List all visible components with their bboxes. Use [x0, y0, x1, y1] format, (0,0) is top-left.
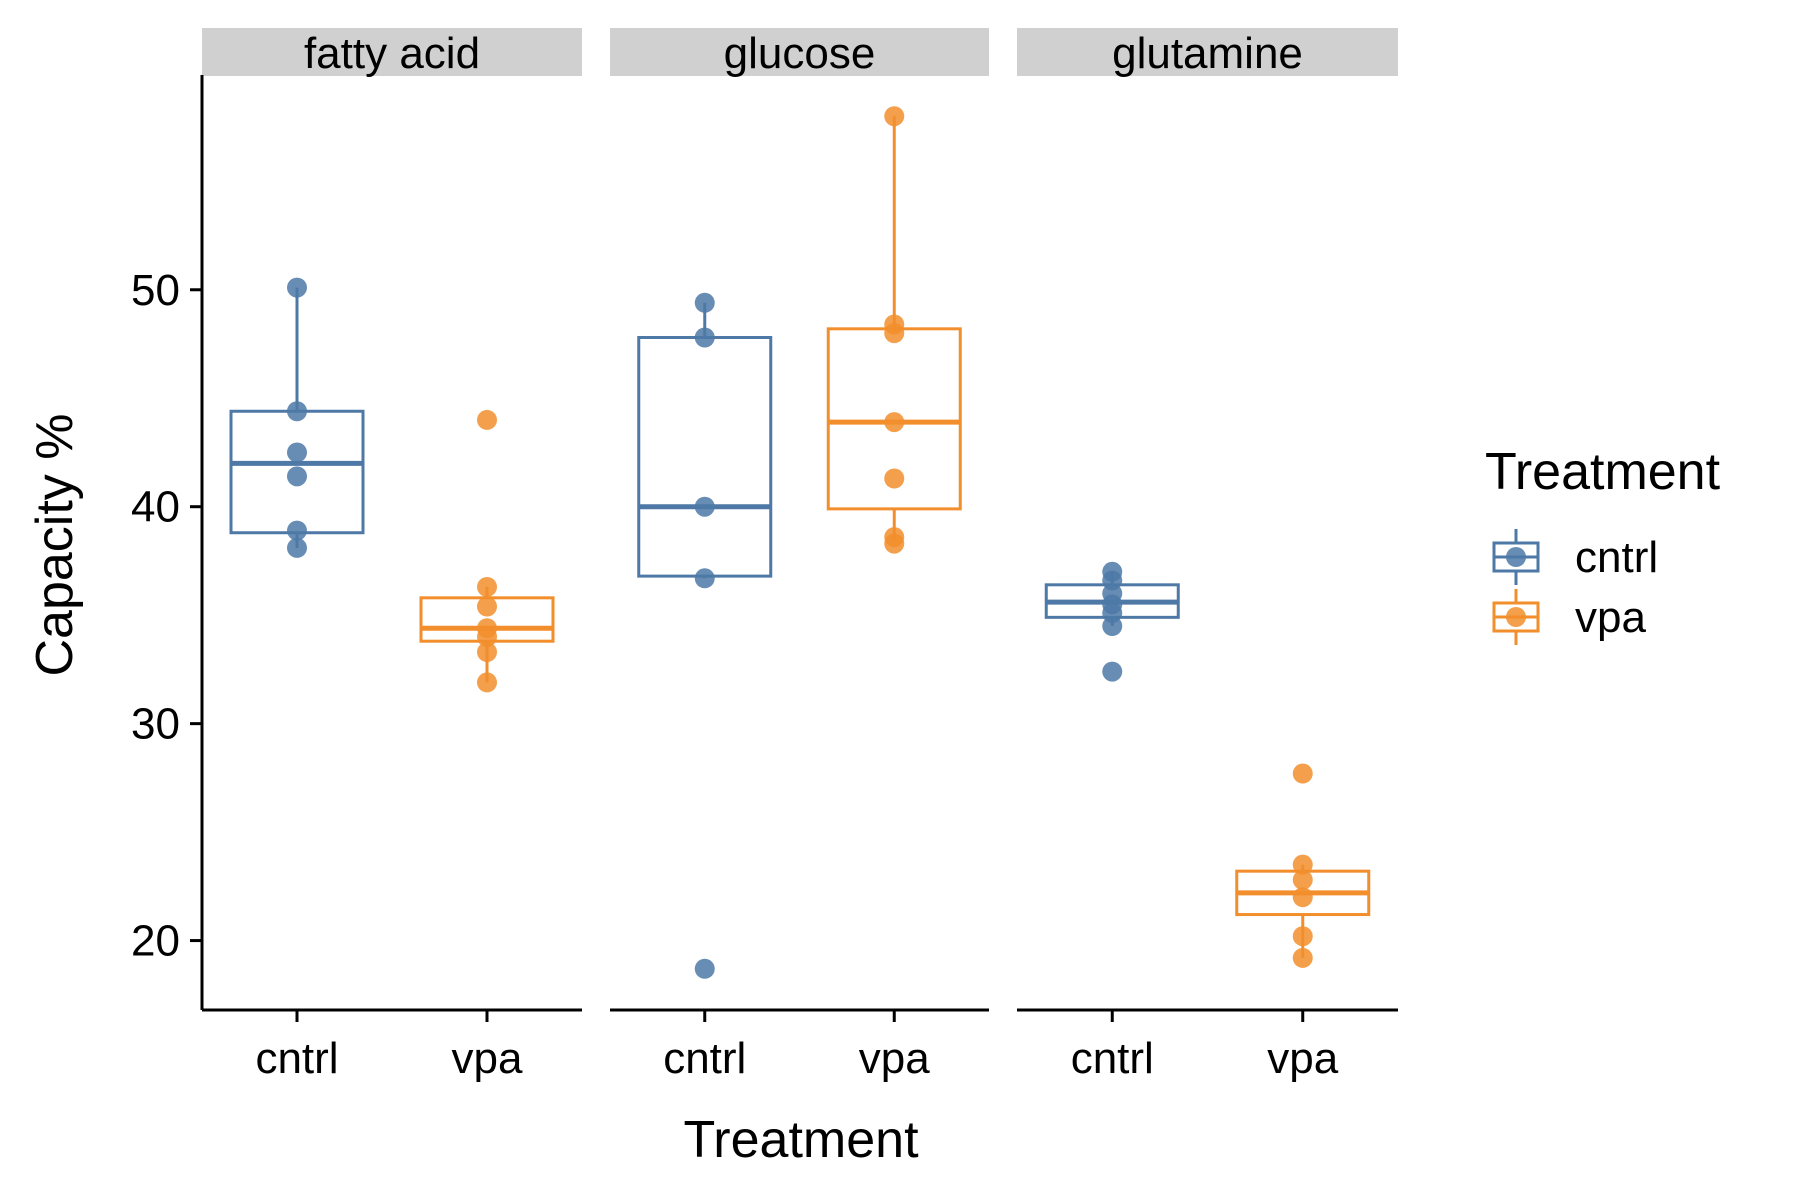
data-point — [287, 537, 307, 558]
facet-strip-label: fatty acid — [304, 29, 480, 78]
y-axis-title: Capacity % — [26, 414, 84, 677]
y-tick-label: 50 — [131, 266, 180, 315]
data-point — [1102, 661, 1123, 682]
data-point — [694, 958, 715, 979]
y-tick-label: 40 — [131, 483, 180, 532]
x-tick-label: cntrl — [1071, 1034, 1154, 1083]
data-point — [694, 327, 715, 348]
data-point — [287, 442, 307, 463]
x-tick-label: vpa — [1267, 1034, 1338, 1083]
x-tick-label: vpa — [452, 1034, 523, 1083]
data-point — [694, 568, 715, 589]
data-point — [1292, 763, 1313, 784]
y-axis: 20 30 40 50 — [131, 75, 204, 1010]
x-tick-label: vpa — [859, 1034, 930, 1083]
facet-strip — [1017, 28, 1398, 76]
box-vpa — [826, 106, 962, 554]
y-tick-label: 30 — [131, 700, 180, 749]
data-point — [884, 323, 905, 344]
legend-label: cntrl — [1575, 533, 1658, 582]
facet-strip-label: glutamine — [1112, 29, 1303, 78]
box-vpa — [1235, 763, 1371, 968]
facet-strip — [610, 28, 989, 76]
data-point — [694, 292, 715, 313]
data-point — [1292, 947, 1313, 968]
legend-label: vpa — [1575, 593, 1646, 642]
legend-key-cntrl — [1492, 529, 1540, 585]
facet-panel-fatty-acid: fatty acid cntrl vpa — [202, 28, 582, 1083]
data-point — [287, 401, 307, 422]
x-tick-label: cntrl — [255, 1034, 338, 1083]
legend: Treatment cntrl vpa — [1485, 443, 1721, 645]
data-point — [1292, 926, 1313, 947]
box-cntrl — [1044, 561, 1180, 682]
legend-key-point — [1506, 607, 1526, 627]
data-point — [1102, 616, 1123, 637]
x-tick-label: cntrl — [663, 1034, 746, 1083]
data-point — [287, 277, 307, 298]
data-point — [287, 466, 307, 487]
data-point — [884, 468, 905, 489]
data-point — [1292, 854, 1313, 875]
box-cntrl — [637, 292, 773, 979]
data-point — [477, 576, 497, 597]
facet-panel-glutamine: glutamine cntrl vpa — [1017, 28, 1398, 1083]
data-point — [884, 412, 905, 433]
data-point — [477, 409, 497, 430]
data-point — [1292, 869, 1313, 890]
data-point — [884, 533, 905, 554]
y-tick-label: 20 — [131, 917, 180, 966]
facet-panel-glucose: glucose cntrl vpa — [610, 28, 989, 1083]
legend-title: Treatment — [1485, 443, 1721, 501]
box-iqr — [637, 335, 773, 578]
data-point — [287, 520, 307, 541]
legend-key-point — [1506, 547, 1526, 567]
box-vpa — [419, 409, 555, 693]
data-point — [694, 496, 715, 517]
facet-strip-label: glucose — [724, 29, 876, 78]
data-point — [477, 626, 497, 647]
facet-strip — [202, 28, 582, 76]
data-point — [477, 596, 497, 617]
legend-key-vpa — [1492, 589, 1540, 645]
x-axis-title: Treatment — [683, 1111, 919, 1169]
data-point — [884, 106, 905, 127]
data-point — [1292, 887, 1313, 908]
box-cntrl — [229, 277, 365, 558]
data-point — [477, 642, 497, 663]
data-point — [477, 672, 497, 693]
